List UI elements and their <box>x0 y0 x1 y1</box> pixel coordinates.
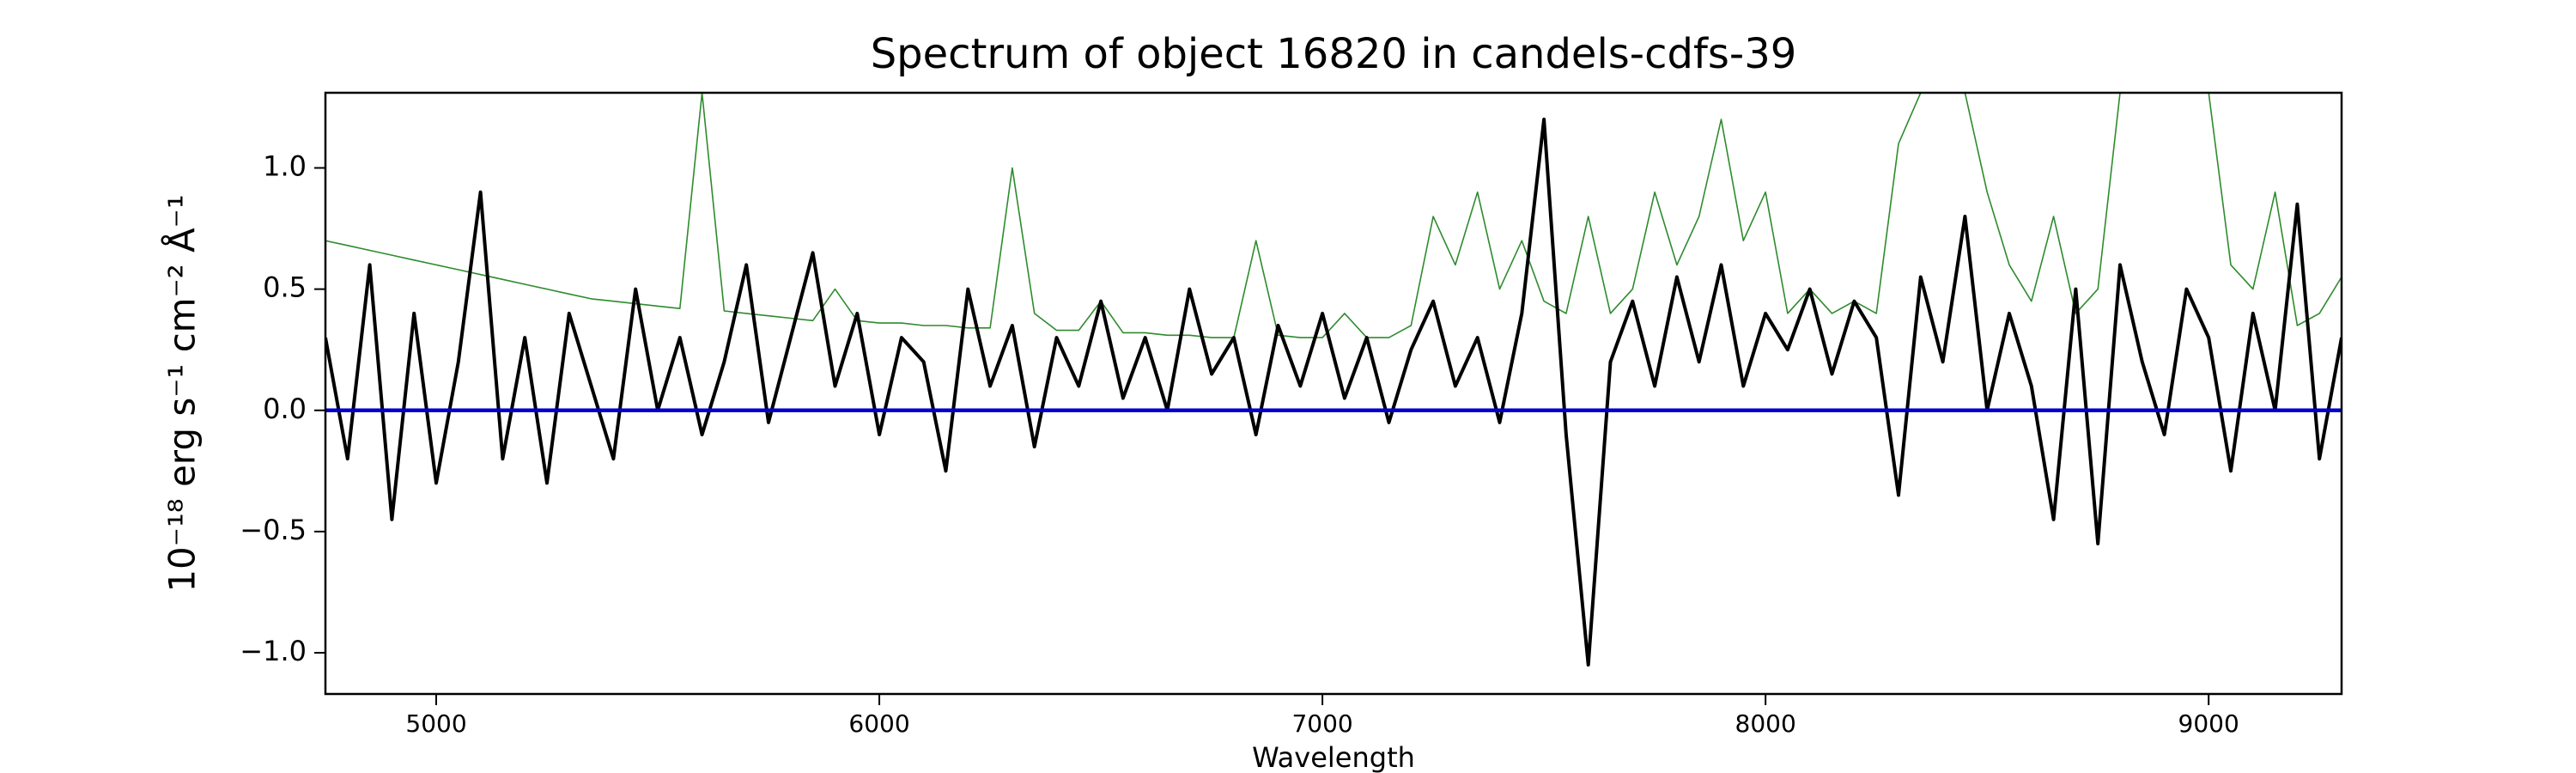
y-axis-label: 10⁻¹⁸ erg s⁻¹ cm⁻² Å⁻¹ <box>161 194 204 592</box>
x-axis-label: Wavelength <box>1252 741 1415 773</box>
spectrum-line <box>325 118 2342 667</box>
x-tick-label: 5000 <box>405 709 466 738</box>
y-tick-label: −1.0 <box>240 635 307 667</box>
spectrum-line <box>325 93 2342 338</box>
y-tick-label: 1.0 <box>263 150 307 183</box>
x-tick-label: 9000 <box>2178 709 2239 738</box>
plot-area <box>325 93 2342 667</box>
y-tick-label: −0.5 <box>240 514 307 546</box>
y-tick-label: 0.5 <box>263 271 307 304</box>
x-tick-label: 8000 <box>1735 709 1796 738</box>
x-tick-label: 7000 <box>1291 709 1352 738</box>
x-tick-label: 6000 <box>848 709 909 738</box>
axes-frame <box>324 91 2343 696</box>
chart-title: Spectrum of object 16820 in candels-cdfs… <box>871 30 1797 78</box>
y-tick-label: 0.0 <box>263 393 307 425</box>
